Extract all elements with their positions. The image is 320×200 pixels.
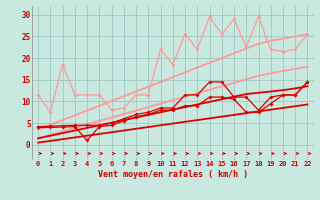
X-axis label: Vent moyen/en rafales ( km/h ): Vent moyen/en rafales ( km/h )	[98, 170, 248, 179]
